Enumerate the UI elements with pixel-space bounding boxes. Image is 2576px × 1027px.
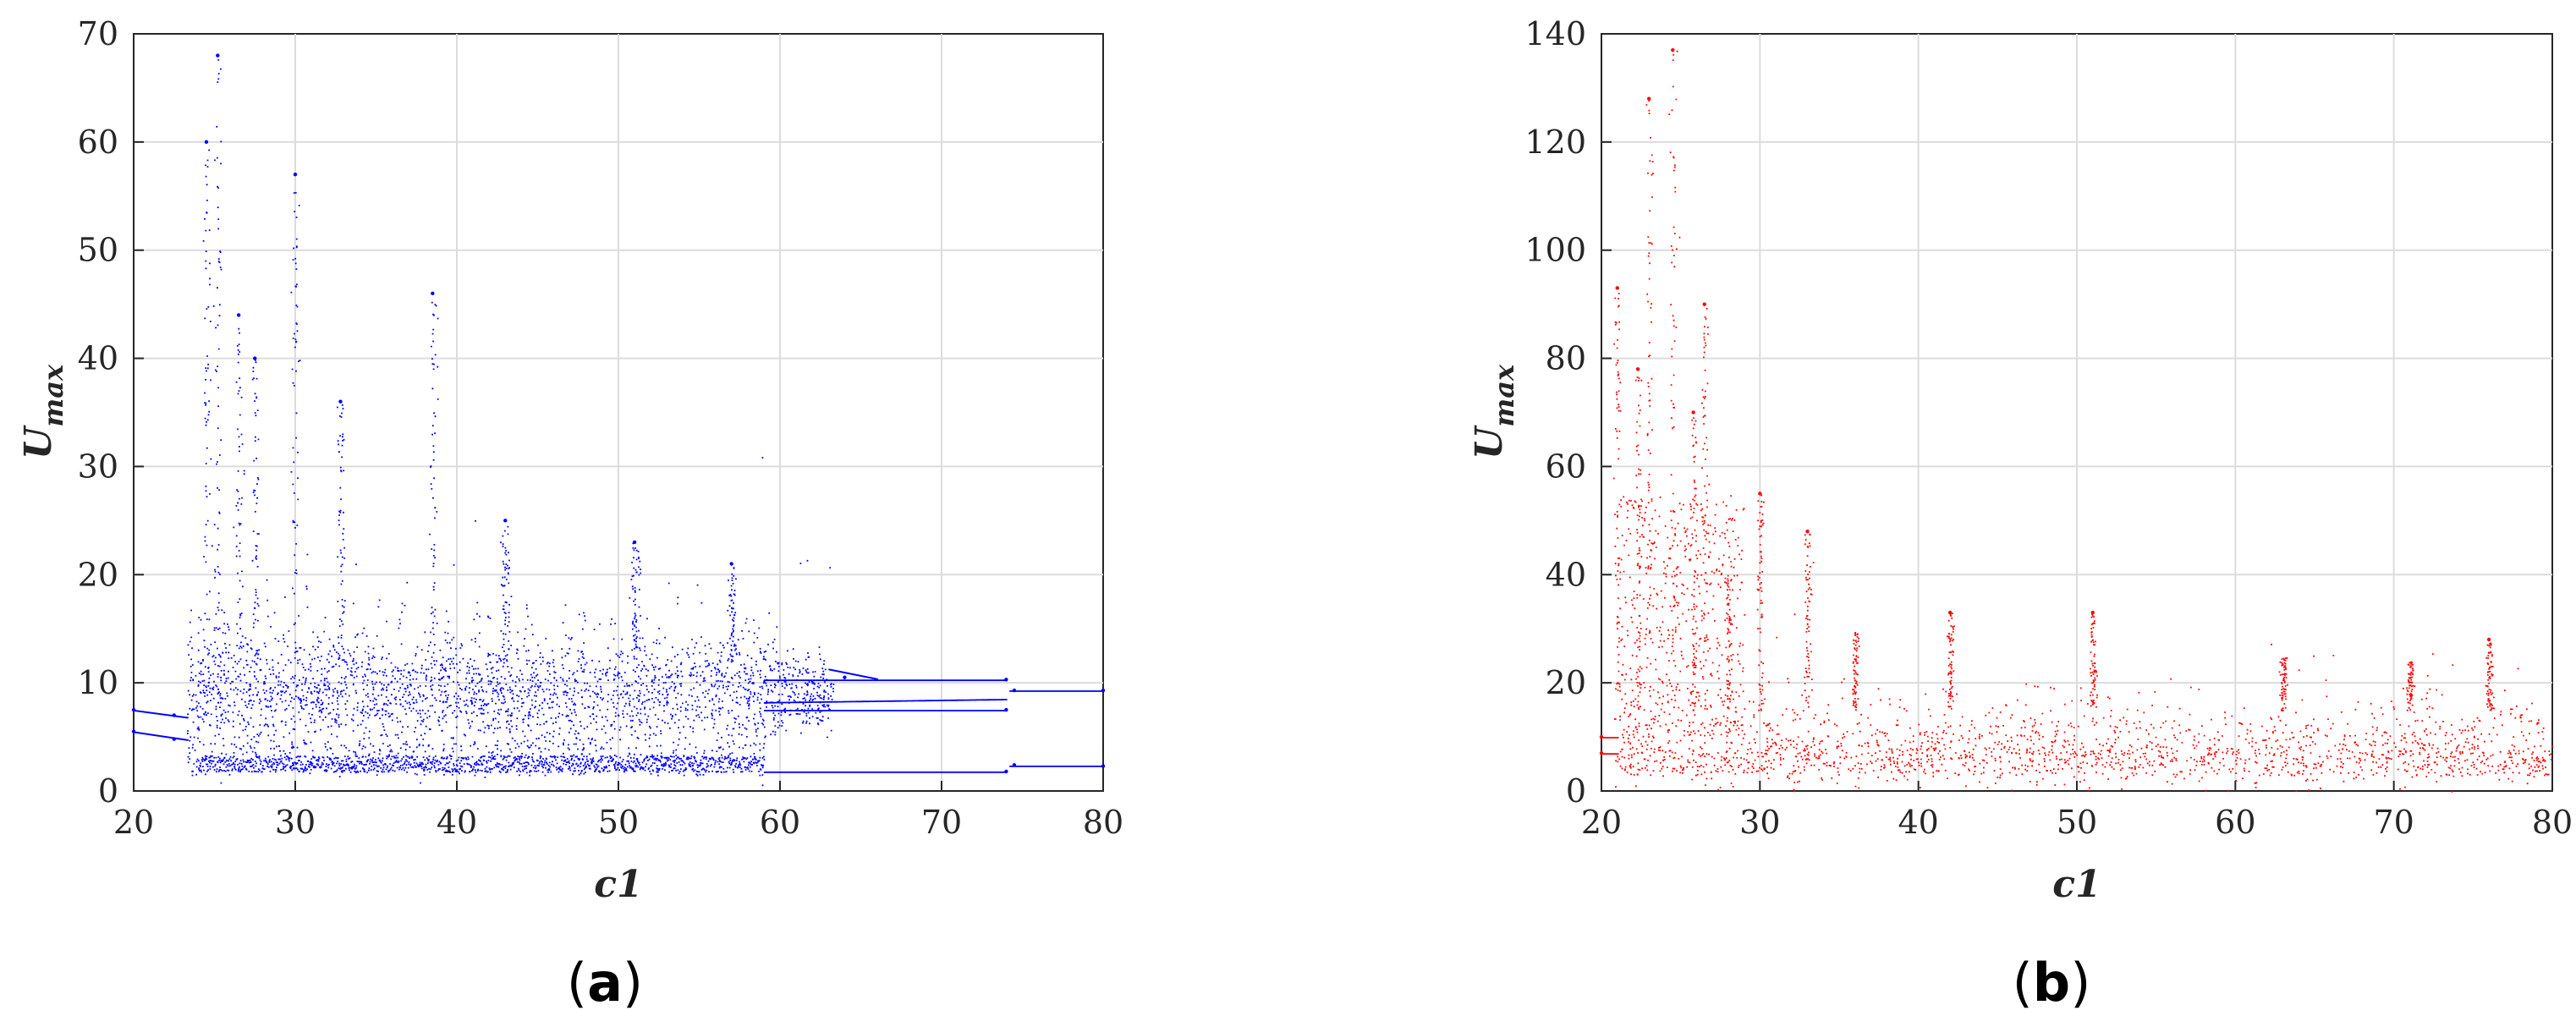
data-point-a <box>216 53 220 58</box>
y-axis-label-a-main: U <box>17 425 60 459</box>
x-tick-label-a: 80 <box>1083 804 1123 841</box>
y-axis-label-b: Umax <box>1468 364 1520 459</box>
data-point-a <box>729 562 733 566</box>
data-point-a <box>431 291 435 296</box>
x-tick-label-b: 60 <box>2215 804 2255 841</box>
panel-label-a: (a) <box>567 952 643 1013</box>
data-point-a <box>503 519 508 523</box>
data-point-a <box>293 173 298 177</box>
x-tick-label-a: 60 <box>760 804 800 841</box>
x-axis-label-a: c1 <box>594 863 642 906</box>
data-point-b <box>1615 286 1619 290</box>
x-tick-label-a: 30 <box>275 804 316 841</box>
x-tick-label-b: 30 <box>1739 804 1780 841</box>
data-point-a <box>843 675 847 679</box>
grid-a <box>134 34 1103 791</box>
y-tick-label-a: 20 <box>78 556 118 593</box>
data-point-a <box>204 140 209 145</box>
panel-label-a-letter: a <box>587 952 623 1013</box>
ticks-a: 20 30 40 50 60 70 80 0 10 20 30 40 50 60 70 <box>78 15 1124 841</box>
x-tick-label-b: 40 <box>1898 804 1938 841</box>
y-axis-label-b-sub: max <box>1488 364 1520 427</box>
x-axis-label-b: c1 <box>2052 863 2101 906</box>
data-point-b <box>1805 529 1810 534</box>
y-axis-label-a: Umax <box>17 364 69 459</box>
y-tick-label-b: 0 <box>1566 772 1586 810</box>
x-tick-label-a: 50 <box>598 804 639 841</box>
y-tick-label-a: 70 <box>78 15 118 52</box>
data-point-b <box>1758 492 1762 496</box>
panel-label-a-open: ( <box>567 952 587 1013</box>
chart-a: 20 30 40 50 60 70 80 0 10 20 30 40 50 60 70 c1 Umax (a… <box>17 15 1123 1013</box>
grid-b <box>1601 34 2552 791</box>
y-axis-label-a-sub: max <box>37 364 69 427</box>
y-tick-label-a: 50 <box>78 232 118 269</box>
x-tick-label-a: 40 <box>437 804 477 841</box>
y-tick-label-b: 80 <box>1546 340 1586 377</box>
data-point-a <box>236 313 241 317</box>
y-tick-label-b: 100 <box>1524 232 1586 269</box>
data-point-b <box>1702 302 1706 306</box>
y-tick-label-a: 0 <box>98 772 118 810</box>
x-tick-label-b: 20 <box>1581 804 1622 841</box>
x-tick-label-b: 50 <box>2057 804 2097 841</box>
x-tick-label-a: 70 <box>921 804 962 841</box>
y-tick-label-b: 60 <box>1546 448 1586 485</box>
y-axis-label-b-main: U <box>1468 425 1511 459</box>
y-tick-label-a: 40 <box>78 340 118 377</box>
y-tick-label-b: 120 <box>1524 124 1586 161</box>
panel-label-a-close: ) <box>623 952 643 1013</box>
points-a <box>131 53 1106 787</box>
panel-label-b-open: ( <box>2013 952 2033 1013</box>
data-point-b <box>1635 367 1640 371</box>
y-tick-label-b: 140 <box>1524 15 1586 52</box>
data-point-a <box>338 399 343 404</box>
data-point-b <box>1647 96 1651 101</box>
x-tick-label-a: 20 <box>113 804 154 841</box>
y-tick-label-a: 60 <box>78 124 118 161</box>
y-tick-label-b: 40 <box>1546 556 1586 593</box>
data-point-b <box>1671 47 1675 52</box>
panel-label-b-close: ) <box>2070 952 2090 1013</box>
x-tick-label-b: 70 <box>2373 804 2414 841</box>
x-tick-label-b: 80 <box>2532 804 2573 841</box>
data-point-a <box>253 356 257 360</box>
panel-label-b: (b) <box>2013 952 2091 1013</box>
points-b <box>1599 47 2554 793</box>
y-tick-label-a: 30 <box>78 448 118 485</box>
y-tick-label-a: 10 <box>78 664 118 701</box>
data-point-b <box>2486 637 2491 642</box>
y-tick-label-b: 20 <box>1546 664 1586 701</box>
panel-label-b-letter: b <box>2033 952 2070 1013</box>
data-point-b <box>1691 410 1695 415</box>
